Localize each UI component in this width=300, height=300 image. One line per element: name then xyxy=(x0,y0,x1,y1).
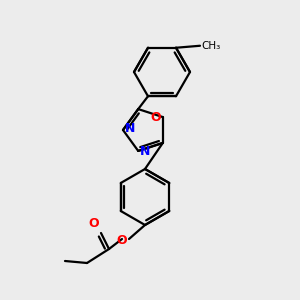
Text: O: O xyxy=(150,111,161,124)
Text: N: N xyxy=(140,146,151,158)
Text: O: O xyxy=(116,233,127,247)
Text: N: N xyxy=(125,122,135,136)
Text: O: O xyxy=(88,217,99,230)
Text: CH₃: CH₃ xyxy=(201,41,220,51)
